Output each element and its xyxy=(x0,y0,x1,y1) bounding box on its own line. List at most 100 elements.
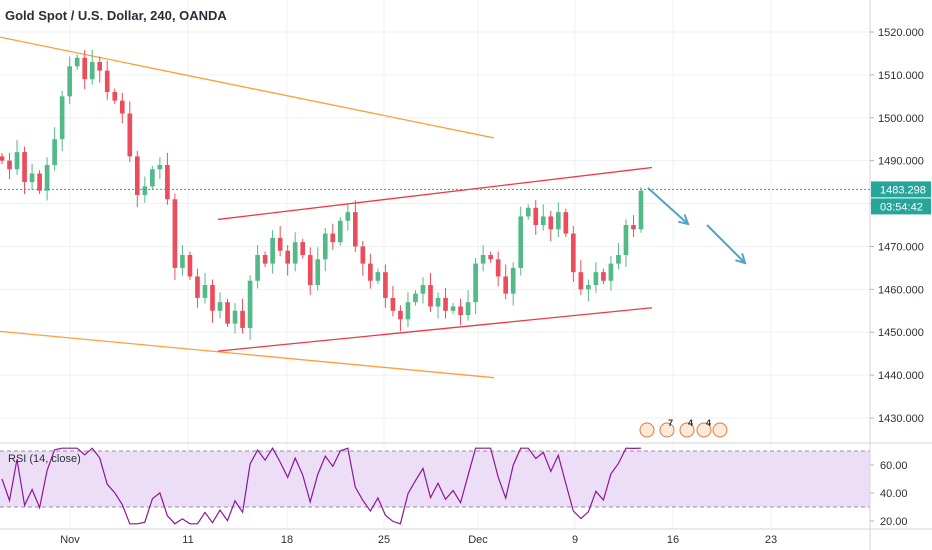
candle xyxy=(518,206,524,276)
candle xyxy=(503,264,509,300)
candle-body xyxy=(240,310,245,328)
candle-body xyxy=(262,255,268,264)
candle-body xyxy=(195,276,200,298)
candle-body xyxy=(375,272,381,281)
candle-body xyxy=(383,272,388,298)
rsi-tick-label: 60.00 xyxy=(880,460,908,472)
candle xyxy=(67,56,72,105)
candle-body xyxy=(112,92,118,101)
candle xyxy=(398,305,403,332)
candle-body xyxy=(300,242,306,256)
candle-body xyxy=(134,156,140,195)
candle-body xyxy=(428,285,433,307)
candle xyxy=(352,200,358,253)
candle-body xyxy=(420,285,426,294)
candle-body xyxy=(405,302,411,320)
candle xyxy=(44,157,50,201)
candle xyxy=(202,273,208,304)
event-badge-icon xyxy=(712,422,728,438)
candle-body xyxy=(315,259,321,286)
candle xyxy=(150,165,155,190)
candle xyxy=(172,193,178,280)
candle xyxy=(22,146,27,195)
candle xyxy=(292,232,298,272)
candle xyxy=(315,247,321,291)
candle xyxy=(89,50,95,85)
candle-body xyxy=(586,285,591,290)
candle-body xyxy=(127,113,133,157)
candle xyxy=(37,170,42,195)
candle-body xyxy=(232,310,238,324)
candle-body xyxy=(44,164,50,191)
candle-body xyxy=(593,272,599,286)
rsi-tick-label: 20.00 xyxy=(880,516,908,528)
event-badge-count: 4 xyxy=(706,418,711,428)
candle-body xyxy=(270,237,275,264)
candle xyxy=(127,101,133,162)
rsi-title: RSI (14, close) xyxy=(8,453,81,465)
candle-body xyxy=(97,62,103,71)
arrow-shaft xyxy=(647,187,689,225)
candle-body xyxy=(172,199,178,268)
candle-body xyxy=(495,259,501,277)
candle xyxy=(240,298,245,334)
candle xyxy=(262,251,268,268)
candle-body xyxy=(608,263,614,281)
y-tick-label: 1460.000 xyxy=(878,284,924,296)
candle xyxy=(608,255,614,291)
candle xyxy=(563,208,569,238)
last-price-label: 1483.298 xyxy=(880,184,926,196)
candle xyxy=(571,225,576,283)
candle-body xyxy=(330,233,336,243)
candle-body xyxy=(563,212,569,234)
candle-body xyxy=(119,100,125,114)
candle xyxy=(277,225,283,257)
y-tick-label: 1470.000 xyxy=(878,241,924,253)
candle xyxy=(165,152,170,205)
candle xyxy=(247,275,253,340)
y-tick-label: 1440.000 xyxy=(878,370,924,382)
candle-body xyxy=(142,186,148,195)
candle-body xyxy=(555,212,561,230)
x-tick-label: 9 xyxy=(572,534,578,546)
candle-body xyxy=(571,233,576,273)
candle-body xyxy=(413,293,418,303)
x-tick-label: 16 xyxy=(667,534,679,546)
y-tick-label: 1430.000 xyxy=(878,413,924,425)
candle-body xyxy=(548,216,554,230)
candle xyxy=(337,217,343,246)
candle-body xyxy=(322,233,328,260)
candle xyxy=(428,273,433,313)
candle xyxy=(510,262,516,306)
upper-trend-line xyxy=(0,36,495,139)
candle xyxy=(330,223,336,250)
candle-body xyxy=(503,276,509,294)
lower-trend-line xyxy=(0,330,495,379)
rsi-line xyxy=(1,447,642,525)
grid-lines xyxy=(0,0,870,528)
arrow-head xyxy=(678,214,690,226)
projection-arrow-2 xyxy=(706,224,747,265)
candle-body xyxy=(398,310,403,320)
y-tick-label: 1520.000 xyxy=(878,27,924,39)
event-badges: 7 4 4 xyxy=(639,418,728,438)
candle xyxy=(383,264,388,308)
candle xyxy=(300,238,306,259)
candle-body xyxy=(638,190,644,230)
candle xyxy=(533,200,539,235)
candle xyxy=(443,288,448,319)
candle-body xyxy=(623,225,629,256)
y-tick-label: 1510.000 xyxy=(878,70,924,82)
event-badge-count: 4 xyxy=(688,418,693,428)
projection-arrow-1 xyxy=(647,187,690,226)
y-tick-label: 1490.000 xyxy=(878,156,924,168)
x-tick-label: 11 xyxy=(182,534,193,546)
countdown-box xyxy=(871,198,931,215)
chart-title: Gold Spot / U.S. Dollar, 240, OANDA xyxy=(5,8,227,23)
candle xyxy=(390,285,396,317)
candle-body xyxy=(89,62,95,80)
candle-body xyxy=(180,255,185,268)
candle-body xyxy=(510,267,516,294)
